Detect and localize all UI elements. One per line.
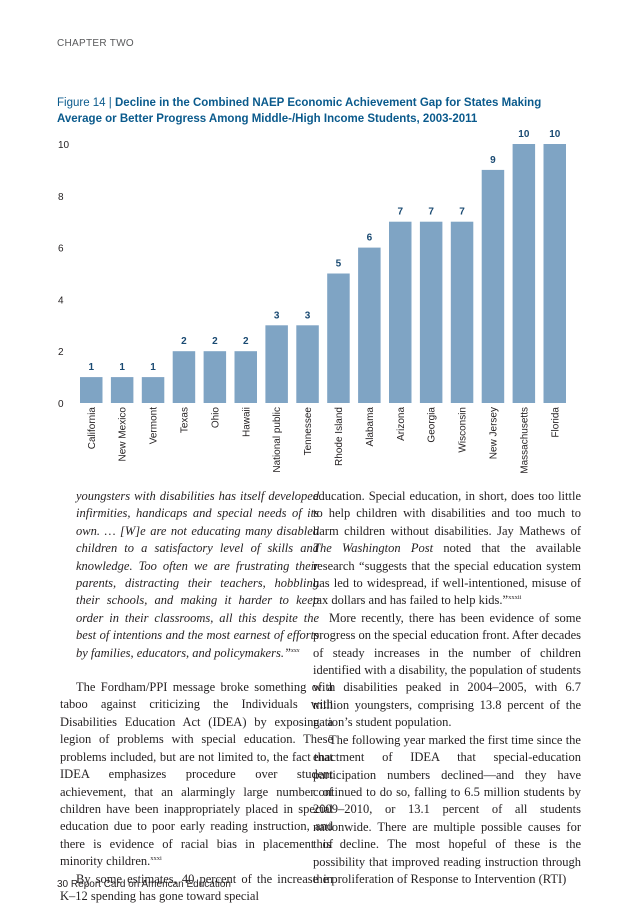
bar-value-label: 10 [549,129,561,140]
y-tick-label: 0 [58,399,64,410]
left-column: youngsters with disabilities has itself … [60,488,333,905]
y-tick-label: 4 [58,295,64,306]
x-category-label: National public [272,407,283,473]
x-category-label: Rhode Island [334,407,345,466]
bar-value-label: 9 [490,155,496,166]
bar-value-label: 2 [243,336,249,347]
bar-value-label: 6 [367,233,373,244]
bar [234,351,257,403]
block-quote-text: youngsters with disabilities has itself … [76,489,319,660]
chapter-label: CHAPTER TWO [57,38,135,49]
x-category-label: Georgia [427,407,438,443]
endnote-ref: xxx [290,646,300,654]
publication-name: The Washington Post [313,541,434,556]
page-number: 30 [57,879,69,890]
paragraph: More recently, there has been evidence o… [313,610,581,730]
right-column: education. Special education, in short, … [313,488,581,888]
bar-value-label: 1 [119,362,125,373]
x-category-label: California [87,407,98,450]
y-tick-label: 6 [58,244,64,255]
x-category-label: Tennessee [303,407,314,456]
bar [543,144,566,403]
bar-value-label: 7 [428,207,434,218]
bar [358,247,381,403]
publication-title: Report Card on American Education [70,879,231,890]
bar-value-label: 3 [305,310,311,321]
paragraph: By some estimates, 40 percent of the inc… [60,871,333,903]
bar [327,273,350,403]
x-category-label: Wisconsin [458,407,469,453]
bar-value-label: 7 [397,207,403,218]
bar [450,221,474,403]
bar-value-label: 3 [274,310,280,321]
figure-label: Figure 14 [57,97,106,109]
bar-value-label: 5 [336,259,342,270]
figure-separator: | [108,97,112,109]
bar [80,377,103,403]
y-tick-label: 2 [58,347,64,358]
bar-value-label: 2 [181,336,187,347]
bar [141,377,165,403]
bar [419,221,443,403]
x-category-label: Arizona [396,407,407,441]
paragraph: The Fordham/PPI message broke something … [60,679,333,870]
bar [110,377,134,403]
endnote-ref: xxxii [508,594,522,602]
bar [265,325,288,403]
x-category-label: Alabama [365,407,376,447]
x-category-label: Vermont [149,407,160,444]
bar-value-label: 10 [518,129,530,140]
figure-title: Figure 14 | Decline in the Combined NAEP… [57,95,582,127]
bar-value-label: 1 [88,362,94,373]
x-category-label: Florida [550,407,561,438]
bar-chart: 0 2 4 6 8 10 1 California 1 New Mexico 1 Vermont 2 Te… [58,129,566,474]
bar-value-label: 1 [150,362,156,373]
page-footer: 30 Report Card on American Education [57,879,231,890]
bar [389,221,412,403]
paragraph-text: education. Special education, in short, … [313,489,581,538]
x-category-label: New Jersey [488,407,499,459]
block-quote: youngsters with disabilities has itself … [60,488,333,662]
paragraph: The following year marked the first time… [313,732,581,886]
y-tick-label: 10 [58,140,70,151]
bar-value-label: 7 [459,207,465,218]
bar [203,351,227,403]
x-category-label: Texas [179,407,190,433]
y-tick-label: 8 [58,192,64,203]
paragraph-text: noted that the available research “sugge… [313,541,581,608]
bar [481,169,505,403]
bar-value-label: 2 [212,336,218,347]
x-category-label: Massachusetts [519,407,530,474]
bar [296,325,319,403]
x-category-label: Hawaii [241,407,252,437]
bar [172,351,196,403]
paragraph-text: The Fordham/PPI message broke something … [60,680,333,869]
bar [512,144,536,403]
endnote-ref: xxxi [150,854,162,862]
figure-title-text: Decline in the Combined NAEP Economic Ac… [57,97,542,125]
x-category-label: Ohio [210,407,221,429]
x-category-label: New Mexico [118,407,129,462]
paragraph: education. Special education, in short, … [313,488,581,610]
